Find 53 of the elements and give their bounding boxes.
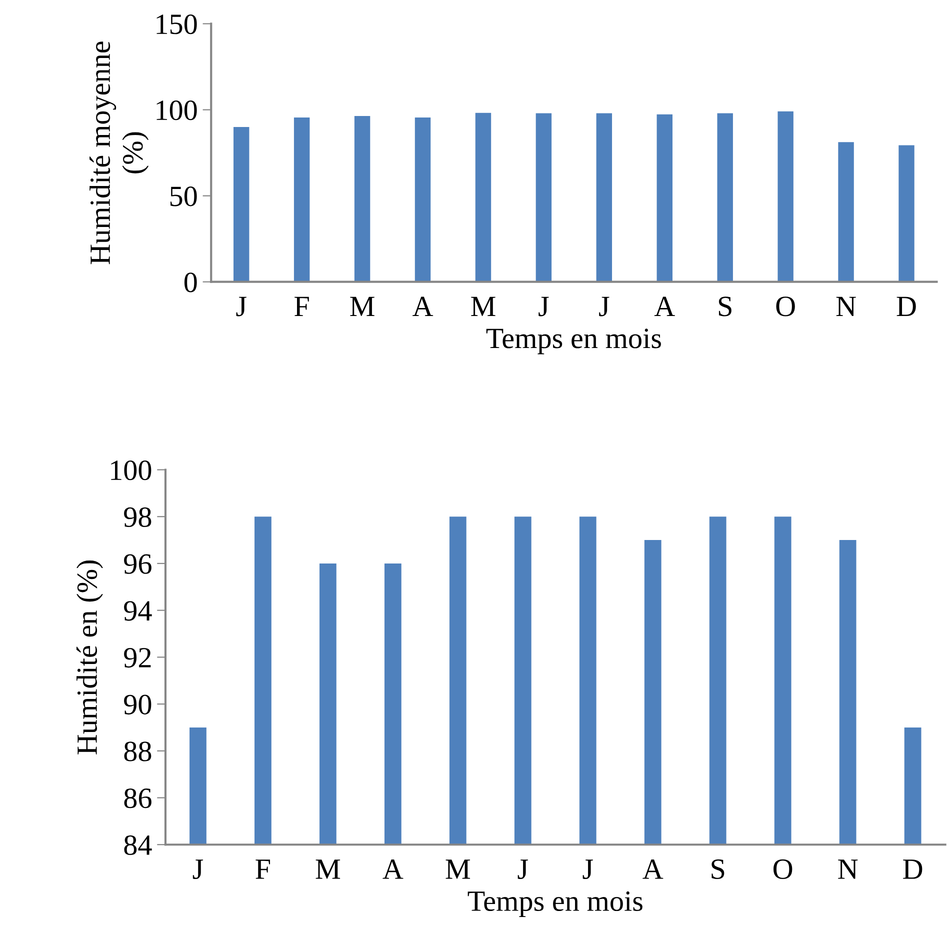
x-tick-label: O [776,296,795,316]
y-tick-label: 96 [124,554,152,574]
bar [596,113,612,282]
bar [717,113,733,282]
bar [475,112,492,282]
y-tick-label: 94 [124,601,152,621]
y-tick-label: 100 [156,100,197,120]
x-tick-label: J [582,860,593,880]
x-tick-label: M [446,860,470,879]
bar [536,113,552,282]
x-tick-label: N [836,296,856,316]
y-tick-label: 100 [111,460,152,480]
y-tick-label: 84 [124,835,152,856]
x-tick-label: S [718,296,732,316]
x-tick-label: A [654,296,675,316]
y-tick-label: 92 [124,648,151,668]
y-tick-label: 86 [124,788,152,808]
x-tick-label: M [471,296,496,316]
x-tick-label: A [382,859,404,879]
x-tick-label: O [774,859,792,880]
bar [656,114,672,282]
x-tick-label: J [192,860,204,880]
x-tick-label: M [316,860,340,879]
x-tick-label: J [538,296,549,316]
x-tick-label: J [599,296,610,316]
x-axis-title: Temps en mois [468,891,642,917]
bar [233,126,250,282]
x-tick-label: D [896,296,916,316]
x-tick-label: A [642,859,664,879]
x-tick-label: M [350,296,374,316]
bar [414,118,431,282]
x-tick-label: J [236,296,246,316]
y-tick-label: 90 [124,694,152,714]
y-tick-label: 98 [124,507,152,528]
y-axis-title: Humidité moyenne (%) [90,42,149,264]
bar [354,116,370,282]
x-tick-label: N [838,860,858,879]
x-tick-label: F [294,296,309,316]
x-tick-label: A [412,296,434,316]
bar [838,142,854,282]
bar [778,111,794,282]
x-axis-title: Temps en mois [486,328,661,354]
x-tick-label: J [518,860,528,880]
bar [294,118,310,282]
y-tick-label: 88 [124,742,152,762]
x-tick-label: D [903,860,922,879]
x-tick-label: F [256,860,270,879]
y-axis-title: Humidité en (%) [76,560,103,754]
y-tick-label: 0 [184,272,197,292]
bar [898,145,914,282]
x-tick-label: S [712,859,724,880]
y-tick-label: 150 [156,14,197,34]
y-tick-label: 50 [170,186,197,206]
